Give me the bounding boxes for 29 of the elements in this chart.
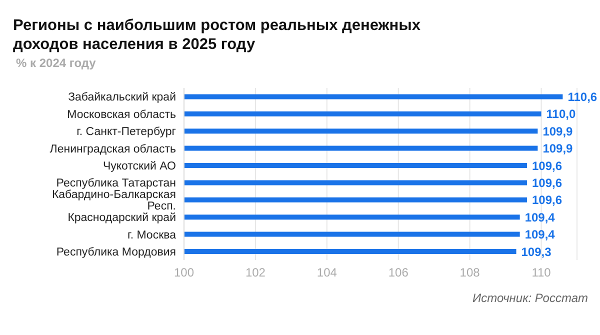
- data-label: 109,9: [542, 142, 574, 156]
- text: % к 2024 году: [16, 56, 96, 70]
- data-label: 110,0: [546, 107, 576, 122]
- y-tick-label: Ленинградская область: [50, 143, 176, 156]
- y-tick-label: Забайкальский край: [68, 92, 176, 104]
- y-tick-label: Республика Татарстан: [56, 178, 176, 190]
- y-tick-label: Краснодарский край: [68, 212, 176, 224]
- data-label: 110,6: [568, 90, 598, 104]
- text: Источник: Росстат: [472, 291, 588, 305]
- x-tick-label: 110: [532, 266, 552, 280]
- data-label: 109,3: [521, 244, 552, 259]
- data-label: 109,6: [532, 176, 562, 190]
- data-label: 109,6: [532, 193, 562, 208]
- x-tick-label: 108: [460, 266, 480, 280]
- y-tick-label: г. Москва: [128, 229, 177, 242]
- chart-title: Регионы с наибольшим ростом реальных денежных доходов населения в 2025 году: [13, 16, 422, 54]
- y-tick-label: Республика Мордовия: [56, 246, 176, 258]
- y-tick-label: Кабардино-Балкарская Респ.: [52, 189, 176, 213]
- x-tick-label: 102: [245, 266, 266, 280]
- y-tick-label: Чукотский АО: [102, 160, 176, 172]
- data-label: 109,9: [542, 124, 574, 138]
- data-label: 109,4: [524, 210, 556, 224]
- x-tick-label: 106: [388, 266, 409, 280]
- data-label: 109,4: [524, 228, 556, 242]
- y-tick-label: г. Санкт-Петербург: [76, 126, 176, 138]
- y-tick-label: Московская область: [67, 108, 176, 121]
- data-label: 109,6: [532, 158, 562, 173]
- x-tick-label: 100: [174, 266, 194, 280]
- x-tick-label: 104: [316, 266, 338, 280]
